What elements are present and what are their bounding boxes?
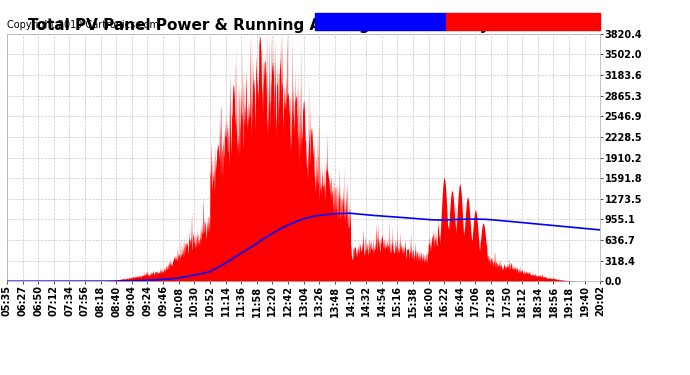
Text: Average  (DC Watts): Average (DC Watts) <box>322 16 433 26</box>
FancyBboxPatch shape <box>315 13 446 30</box>
Text: PV Panels  (DC Watts): PV Panels (DC Watts) <box>452 16 573 26</box>
Text: Copyright 2019 Cartronics.com: Copyright 2019 Cartronics.com <box>7 20 159 30</box>
Title: Total PV Panel Power & Running Average Power Sun Jun 9 20:20: Total PV Panel Power & Running Average P… <box>28 18 580 33</box>
FancyBboxPatch shape <box>446 13 600 30</box>
